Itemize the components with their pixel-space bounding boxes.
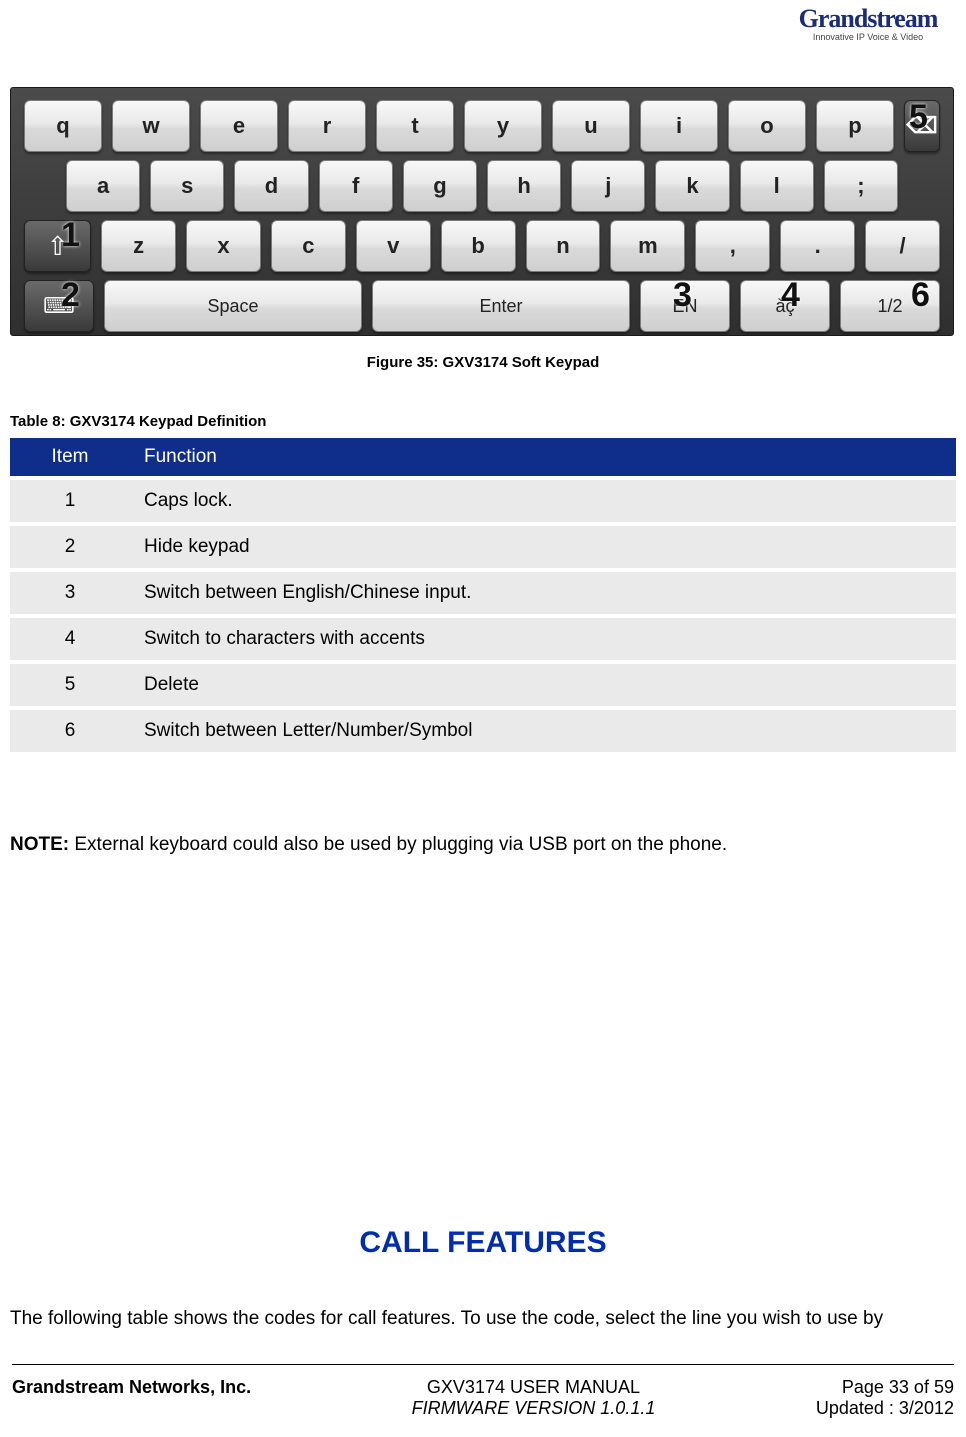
key-e[interactable]: e [200,100,278,152]
page-footer: Grandstream Networks, Inc. GXV3174 USER … [12,1377,954,1419]
table-row: 1Caps lock. [10,480,956,522]
key-o[interactable]: o [728,100,806,152]
key-t[interactable]: t [376,100,454,152]
key-hide-keyboard[interactable]: ⌨ [24,280,94,332]
footer-manual: GXV3174 USER MANUAL [412,1377,656,1398]
cell-function: Delete [130,664,956,706]
table-row: 4Switch to characters with accents [10,618,956,660]
cell-item: 4 [10,618,130,660]
key-f[interactable]: f [319,160,393,212]
soft-keypad: q w e r t y u i o p ⌫ a s d f g h j k l … [10,87,954,336]
section-body: The following table shows the codes for … [10,1306,956,1332]
badge-4: 4 [781,276,800,315]
key-period[interactable]: . [780,220,855,272]
key-r[interactable]: r [288,100,366,152]
kb-row-2: ⇧ z x c v b n m , . / [11,218,953,274]
keypad-definition-table: Item Function 1Caps lock. 2Hide keypad 3… [10,434,956,756]
cell-function: Hide keypad [130,526,956,568]
footer-updated: Updated : 3/2012 [816,1398,954,1419]
key-m[interactable]: m [610,220,685,272]
cell-item: 3 [10,572,130,614]
key-slash[interactable]: / [865,220,940,272]
badge-6: 6 [911,276,930,315]
badge-2: 2 [61,276,80,315]
key-y[interactable]: y [464,100,542,152]
table-row: 3Switch between English/Chinese input. [10,572,956,614]
key-z[interactable]: z [101,220,176,272]
kb-row-1: a s d f g h j k l ; [11,158,953,214]
kb-row-3: ⌨ Space Enter EN àç 1/2 [11,278,953,334]
key-n[interactable]: n [526,220,601,272]
key-k[interactable]: k [655,160,729,212]
table-caption: Table 8: GXV3174 Keypad Definition [10,413,956,430]
brand-logo: Grandstream Innovative IP Voice & Video [788,4,948,42]
cell-item: 2 [10,526,130,568]
footer-company-text: Grandstream Networks, Inc. [12,1377,251,1397]
key-g[interactable]: g [403,160,477,212]
key-u[interactable]: u [552,100,630,152]
key-c[interactable]: c [271,220,346,272]
table-header-row: Item Function [10,438,956,476]
table-row: 5Delete [10,664,956,706]
key-x[interactable]: x [186,220,261,272]
col-function: Function [130,438,956,476]
badge-5: 5 [909,98,928,137]
footer-right: Page 33 of 59 Updated : 3/2012 [816,1377,954,1419]
key-a[interactable]: a [66,160,140,212]
note-label: NOTE: [10,834,69,855]
key-d[interactable]: d [234,160,308,212]
cell-item: 1 [10,480,130,522]
footer-firmware: FIRMWARE VERSION 1.0.1.1 [412,1398,656,1419]
key-comma[interactable]: , [695,220,770,272]
footer-company: Grandstream Networks, Inc. [12,1377,251,1419]
cell-function: Switch between Letter/Number/Symbol [130,710,956,752]
key-j[interactable]: j [571,160,645,212]
key-h[interactable]: h [487,160,561,212]
key-w[interactable]: w [112,100,190,152]
cell-function: Caps lock. [130,480,956,522]
badge-1: 1 [61,216,80,255]
key-semicolon[interactable]: ; [824,160,898,212]
cell-item: 5 [10,664,130,706]
cell-function: Switch to characters with accents [130,618,956,660]
key-b[interactable]: b [441,220,516,272]
key-enter[interactable]: Enter [372,280,630,332]
section-heading-call-features: CALL FEATURES [10,1226,956,1260]
key-p[interactable]: p [816,100,894,152]
table-row: 2Hide keypad [10,526,956,568]
key-l[interactable]: l [740,160,814,212]
col-item: Item [10,438,130,476]
cell-item: 6 [10,710,130,752]
footer-divider [12,1364,954,1365]
cell-function: Switch between English/Chinese input. [130,572,956,614]
table-row: 6Switch between Letter/Number/Symbol [10,710,956,752]
key-shift[interactable]: ⇧ [24,220,91,272]
key-q[interactable]: q [24,100,102,152]
figure-caption: Figure 35: GXV3174 Soft Keypad [10,354,956,371]
note-paragraph: NOTE: External keyboard could also be us… [10,834,956,856]
footer-center: GXV3174 USER MANUAL FIRMWARE VERSION 1.0… [412,1377,656,1419]
brand-name: Grandstream [788,4,948,34]
key-s[interactable]: s [150,160,224,212]
footer-page: Page 33 of 59 [816,1377,954,1398]
note-text: External keyboard could also be used by … [69,834,727,855]
key-v[interactable]: v [356,220,431,272]
key-i[interactable]: i [640,100,718,152]
key-space[interactable]: Space [104,280,362,332]
kb-row-0: q w e r t y u i o p ⌫ [11,98,953,154]
badge-3: 3 [673,276,692,315]
